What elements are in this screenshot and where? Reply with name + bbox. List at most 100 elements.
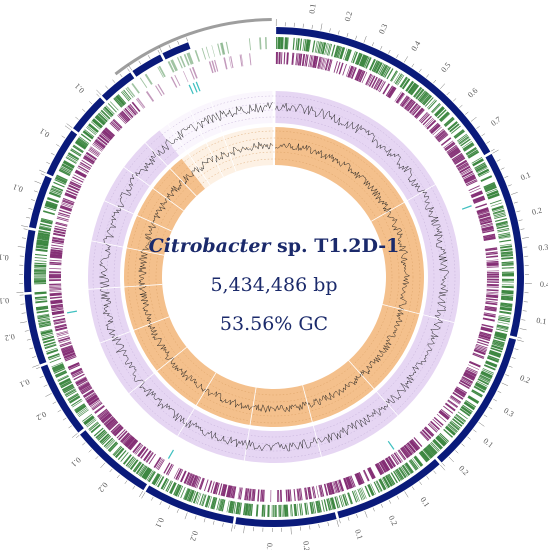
cds-forward-feature bbox=[62, 161, 75, 169]
cds-reverse-feature bbox=[430, 124, 441, 134]
cds-forward-feature bbox=[90, 424, 101, 434]
cds-reverse-feature bbox=[478, 335, 491, 340]
cds-reverse-feature bbox=[444, 142, 456, 152]
contig-separator bbox=[302, 385, 322, 457]
cds-forward-feature bbox=[57, 374, 69, 381]
cds-forward-feature bbox=[393, 72, 401, 84]
cds-forward-feature bbox=[328, 43, 333, 56]
cds-reverse-feature bbox=[137, 446, 147, 458]
ruler-tick bbox=[461, 443, 465, 447]
cds-forward-feature bbox=[47, 196, 60, 202]
cds-forward-feature bbox=[486, 190, 499, 197]
gc-skew-band-faded bbox=[159, 91, 273, 156]
ruler-tick bbox=[231, 524, 233, 532]
cds-forward-feature bbox=[489, 351, 501, 357]
ruler-tick bbox=[24, 330, 29, 332]
cds-forward-feature bbox=[146, 470, 154, 481]
cds-forward-feature bbox=[501, 281, 514, 283]
cds-forward-feature bbox=[339, 47, 345, 60]
cds-forward-feature bbox=[498, 314, 511, 318]
cds-reverse-feature bbox=[420, 113, 430, 124]
ruler-tick bbox=[508, 365, 513, 368]
cds-forward-feature bbox=[498, 236, 511, 240]
cds-reverse-feature bbox=[480, 221, 493, 226]
cds-reverse-feature bbox=[310, 55, 314, 68]
cds-reverse-feature bbox=[64, 192, 77, 199]
cds-forward-feature bbox=[235, 502, 240, 515]
cds-forward-feature bbox=[36, 310, 49, 314]
cds-forward-feature bbox=[487, 192, 500, 199]
cds-forward-feature bbox=[463, 143, 475, 152]
cds-forward-feature bbox=[430, 442, 439, 452]
cds-forward-feature bbox=[496, 327, 509, 331]
cds-forward-feature bbox=[488, 352, 501, 358]
cds-reverse-feature bbox=[212, 481, 218, 494]
cds-reverse-feature bbox=[439, 409, 450, 419]
cds-forward-feature bbox=[382, 66, 390, 78]
ruler-tick bbox=[346, 32, 349, 37]
cds-reverse-feature bbox=[475, 346, 487, 352]
ruler-tick bbox=[141, 492, 146, 499]
cds-reverse-feature bbox=[458, 164, 470, 172]
cds-forward-feature bbox=[459, 137, 470, 145]
cds-reverse-feature bbox=[84, 392, 96, 400]
cds-reverse-feature bbox=[401, 97, 410, 108]
ruler-tick bbox=[112, 79, 116, 83]
cds-forward-feature bbox=[40, 219, 53, 224]
cds-forward-feature bbox=[494, 332, 507, 338]
cds-reverse-feature bbox=[354, 68, 361, 81]
cds-forward-feature bbox=[372, 60, 380, 73]
cds-reverse-feature bbox=[424, 117, 434, 127]
cds-forward-feature bbox=[35, 305, 48, 308]
cds-forward-feature bbox=[496, 324, 509, 329]
cds-forward-feature bbox=[408, 83, 418, 94]
cds-reverse-feature bbox=[486, 289, 499, 292]
cds-forward-feature bbox=[400, 466, 408, 477]
cds-reverse-feature bbox=[174, 74, 181, 87]
cds-reverse-feature bbox=[462, 172, 474, 180]
cds-reverse-feature bbox=[403, 445, 412, 456]
cds-reverse-feature bbox=[355, 69, 362, 81]
cds-reverse-feature bbox=[374, 463, 382, 476]
cds-reverse-feature bbox=[134, 443, 143, 454]
cds-reverse-feature bbox=[54, 323, 67, 328]
cds-forward-feature bbox=[46, 349, 59, 355]
cds-forward-feature bbox=[405, 80, 414, 92]
cds-forward-feature bbox=[357, 488, 363, 501]
cds-forward-feature bbox=[97, 431, 108, 441]
cds-forward-feature bbox=[384, 475, 392, 487]
cds-reverse-feature bbox=[485, 252, 498, 256]
cds-forward-feature bbox=[443, 428, 454, 438]
cds-forward-feature bbox=[315, 500, 319, 514]
cds-forward-feature bbox=[89, 422, 100, 431]
cds-reverse-feature bbox=[125, 436, 135, 447]
cds-forward-feature bbox=[37, 237, 50, 241]
contig-segment bbox=[29, 175, 52, 229]
cds-reverse-feature bbox=[452, 153, 464, 162]
contig-segment bbox=[276, 27, 491, 156]
ruler-tick bbox=[68, 425, 72, 429]
cds-forward-feature bbox=[500, 252, 513, 255]
cds-forward-feature bbox=[342, 494, 348, 507]
cds-forward-feature bbox=[40, 328, 53, 333]
cds-forward-feature bbox=[497, 321, 510, 325]
cds-reverse-feature bbox=[453, 389, 465, 398]
cds-reverse-feature bbox=[395, 92, 404, 104]
cds-reverse-feature bbox=[478, 213, 491, 219]
cds-forward-feature bbox=[218, 498, 223, 511]
cds-reverse-feature bbox=[394, 91, 402, 102]
cds-forward-feature bbox=[275, 504, 277, 517]
ruler-tick bbox=[492, 149, 499, 154]
cds-forward-feature bbox=[471, 389, 483, 397]
cds-forward-feature bbox=[70, 149, 81, 157]
cds-forward-feature bbox=[100, 109, 111, 120]
cds-reverse-feature bbox=[140, 448, 149, 459]
ruler-tick bbox=[467, 436, 471, 440]
cds-reverse-feature bbox=[155, 85, 163, 97]
cds-reverse-feature bbox=[297, 53, 301, 66]
cds-reverse-feature bbox=[342, 63, 347, 76]
cds-reverse-feature bbox=[313, 486, 317, 499]
cds-reverse-feature bbox=[379, 461, 387, 473]
cds-forward-feature bbox=[275, 37, 278, 50]
cds-reverse-feature bbox=[57, 335, 70, 340]
